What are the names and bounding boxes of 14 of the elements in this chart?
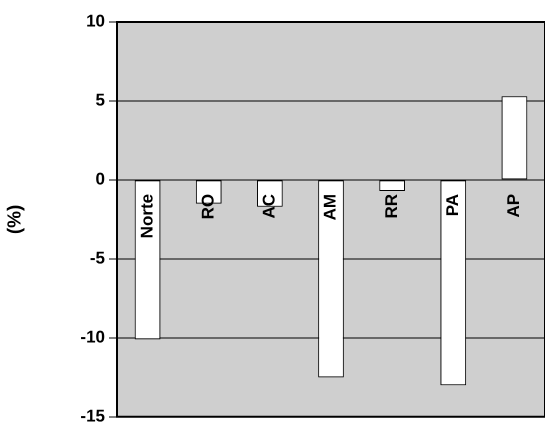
y-tick-label: 10 xyxy=(86,12,105,31)
x-tick-label: AM xyxy=(320,194,340,220)
x-tick-label: PA xyxy=(442,194,462,216)
x-tick-label: Norte xyxy=(137,194,156,238)
y-tick-label: 0 xyxy=(96,170,105,189)
y-tick-label: -5 xyxy=(90,248,105,268)
x-tick-label: RR xyxy=(382,194,401,218)
y-tick-label: -15 xyxy=(80,406,105,426)
y-tick-label: 5 xyxy=(96,90,105,110)
x-tick-label: AC xyxy=(260,194,279,218)
y-tick-label: -10 xyxy=(80,328,105,347)
y-axis-title: (%) xyxy=(4,204,26,234)
x-tick-label: AP xyxy=(504,194,524,218)
x-tick-label: RO xyxy=(198,194,218,220)
